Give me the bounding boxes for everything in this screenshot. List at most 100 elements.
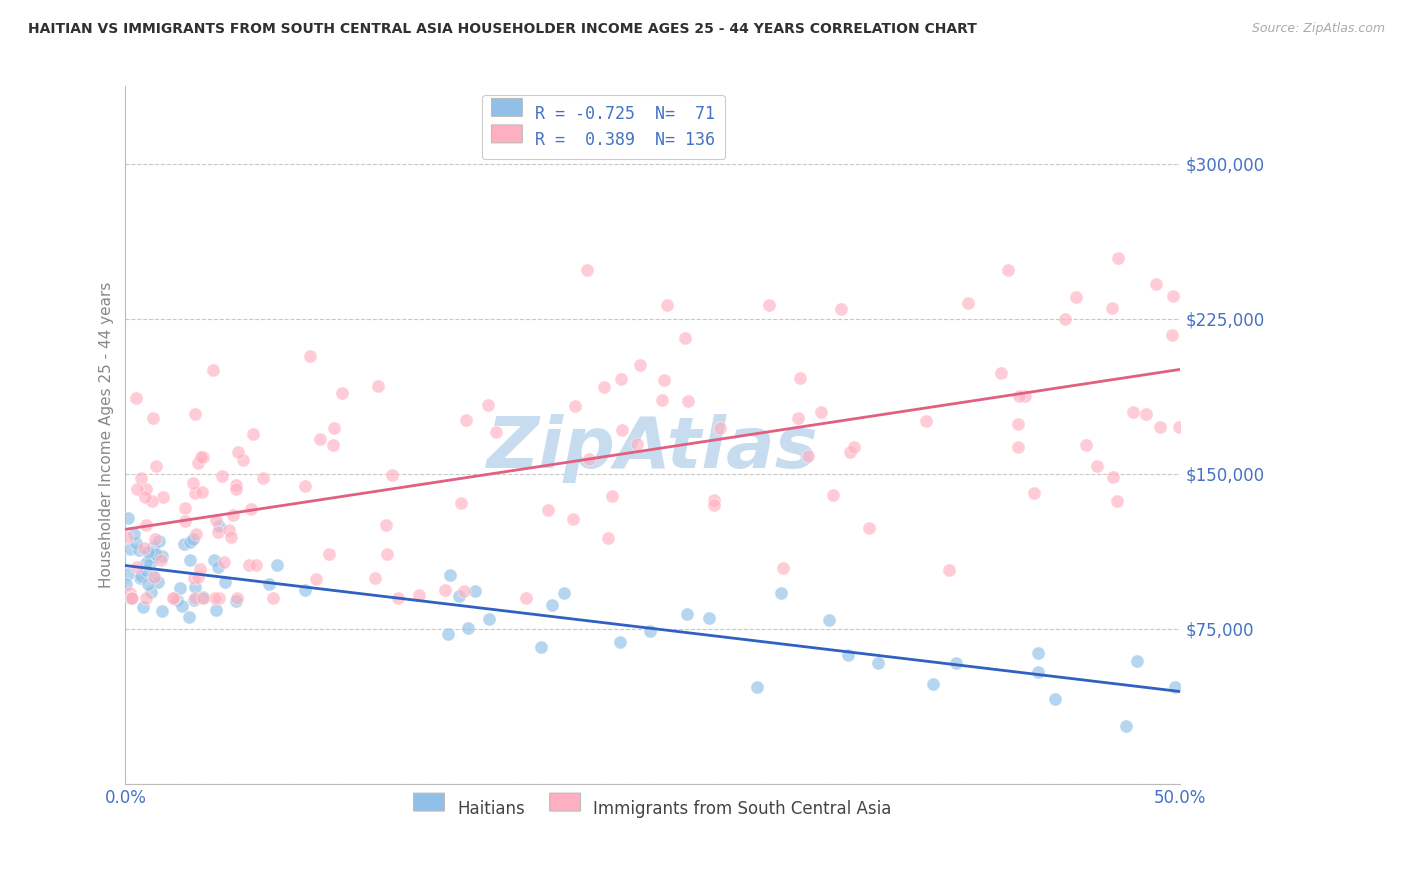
Point <box>117 566 139 581</box>
Point <box>136 544 159 558</box>
Point <box>367 379 389 393</box>
Point <box>945 657 967 671</box>
Point <box>142 540 165 554</box>
Point <box>184 591 207 605</box>
Text: ZipAtlas: ZipAtlas <box>486 415 818 483</box>
Point <box>183 571 205 585</box>
Point <box>114 576 136 591</box>
Point <box>125 560 148 574</box>
Point <box>610 423 633 437</box>
Point <box>266 558 288 573</box>
Point <box>134 490 156 504</box>
Point <box>1102 470 1125 484</box>
Point <box>769 586 792 600</box>
Point <box>439 568 461 582</box>
Point <box>450 496 472 510</box>
Point <box>191 590 214 604</box>
Point <box>330 386 353 401</box>
Point <box>576 263 599 277</box>
Point <box>150 549 173 564</box>
Point <box>1144 277 1167 291</box>
Point <box>1108 251 1130 265</box>
Point <box>122 527 145 541</box>
Point <box>145 458 167 473</box>
Point <box>1122 405 1144 419</box>
Point <box>208 519 231 533</box>
Point <box>135 518 157 533</box>
Point <box>1028 646 1050 660</box>
Point <box>638 624 661 638</box>
Point <box>142 411 165 425</box>
Point <box>136 576 159 591</box>
Point <box>858 521 880 535</box>
Point <box>675 607 697 621</box>
Point <box>146 574 169 589</box>
Point <box>478 612 501 626</box>
Point <box>135 591 157 605</box>
Point <box>245 558 267 572</box>
Point <box>673 331 696 345</box>
Point <box>183 593 205 607</box>
Point <box>703 498 725 512</box>
Point <box>139 584 162 599</box>
Point <box>1149 420 1171 434</box>
Point <box>381 468 404 483</box>
Text: Source: ZipAtlas.com: Source: ZipAtlas.com <box>1251 22 1385 36</box>
Point <box>676 394 699 409</box>
Point <box>238 558 260 572</box>
Point <box>145 547 167 561</box>
Point <box>322 438 344 452</box>
Point <box>240 501 263 516</box>
Point <box>225 478 247 492</box>
Point <box>202 362 225 376</box>
Point <box>120 591 142 605</box>
Point <box>129 571 152 585</box>
Point <box>179 552 201 566</box>
Y-axis label: Householder Income Ages 25 - 44 years: Householder Income Ages 25 - 44 years <box>100 282 114 588</box>
Point <box>1064 290 1087 304</box>
Point <box>188 561 211 575</box>
Point <box>1161 289 1184 303</box>
Point <box>120 586 142 600</box>
Point <box>530 640 553 655</box>
Point <box>262 591 284 605</box>
Point <box>609 635 631 649</box>
Point <box>148 533 170 548</box>
Point <box>628 358 651 372</box>
Point <box>190 450 212 464</box>
Point <box>375 547 398 561</box>
Point <box>183 486 205 500</box>
Point <box>1007 440 1029 454</box>
Point <box>222 508 245 522</box>
Point <box>294 583 316 598</box>
Point <box>128 543 150 558</box>
Point <box>257 576 280 591</box>
Point <box>758 298 780 312</box>
Point <box>139 555 162 569</box>
Point <box>447 589 470 603</box>
Point <box>187 456 209 470</box>
Legend: Haitians, Immigrants from South Central Asia: Haitians, Immigrants from South Central … <box>408 793 898 824</box>
Point <box>187 570 209 584</box>
Point <box>115 530 138 544</box>
Point <box>772 561 794 575</box>
Point <box>821 488 844 502</box>
Point <box>141 493 163 508</box>
Point <box>117 511 139 525</box>
Point <box>225 482 247 496</box>
Point <box>207 524 229 539</box>
Point <box>830 301 852 316</box>
Point <box>173 501 195 516</box>
Point <box>131 568 153 582</box>
Point <box>1008 389 1031 403</box>
Point <box>132 600 155 615</box>
Point <box>600 489 623 503</box>
Point <box>454 413 477 427</box>
Point <box>1074 437 1097 451</box>
Point <box>181 476 204 491</box>
Point <box>562 512 585 526</box>
Point <box>205 603 228 617</box>
Point <box>212 556 235 570</box>
Point <box>457 621 479 635</box>
Point <box>323 421 346 435</box>
